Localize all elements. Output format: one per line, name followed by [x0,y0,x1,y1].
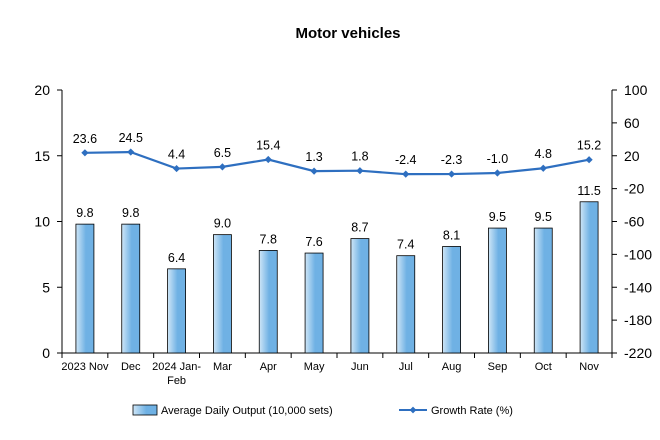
line-point [264,155,272,164]
bar-value-label: 8.1 [443,228,460,242]
right-tick-label: -100 [624,246,652,262]
line-value-label: 1.8 [351,150,368,164]
line-value-label: 4.8 [535,147,552,161]
chart-title: Motor vehicles [295,25,400,42]
bar [304,252,324,354]
category-label: Jun [351,361,369,373]
line-value-label: 6.5 [214,146,231,160]
category-label: Jul [399,361,413,373]
legend-bar-swatch [132,404,158,416]
line-value-label: -2.3 [441,153,463,167]
bar-value-label: 7.8 [260,232,277,246]
right-tick-label: -220 [624,345,652,361]
line-point [402,170,410,178]
right-tick-label: -140 [624,279,652,295]
line-point [539,164,547,172]
category-label: Dec [121,361,141,373]
category-label: 2024 Jan-Feb [152,361,201,387]
line-point [447,170,456,178]
bar-value-label: 7.4 [397,238,414,252]
line-point [585,156,593,164]
bar [167,268,186,354]
line-point [172,164,181,173]
right-tick-label: 20 [624,148,640,164]
line-value-label: 1.3 [305,150,322,164]
bar-value-label: 9.5 [535,210,552,224]
legend: Average Daily Output (10,000 sets) Growth… [132,404,513,417]
left-tick-label: 15 [34,148,50,164]
bar-value-label: 9.0 [214,217,231,231]
line-value-label: 24.5 [119,131,143,145]
legend-bar-label: Average Daily Output (10,000 sets) [161,405,333,417]
bar-value-label: 9.5 [489,210,506,224]
category-label: Sep [488,361,508,373]
line-point [310,167,318,175]
category-label: Aug [442,361,462,373]
bar-value-label: 7.6 [305,235,322,249]
left-tick-label: 5 [42,279,50,295]
bar-series: 9.8 9.8 6.4 9.0 7.8 7.6 8.7 7.4 8.1 9.5 9.5 11.5 [75,184,601,354]
bar [121,223,141,354]
line-value-label: -1.0 [487,152,509,166]
bar [75,223,95,354]
bar-value-label: 6.4 [168,251,185,265]
category-label: 2023 Nov [61,361,109,373]
category-label: Mar [213,361,232,373]
right-axis: -220 -180 -140 -100 -60 -20 20 60 100 [611,82,652,361]
line-value-label: 15.2 [577,139,601,153]
bar [442,246,461,354]
bar [258,250,278,354]
line-value-label: 4.4 [168,148,185,162]
line-value-label: 23.6 [73,132,97,146]
left-tick-label: 10 [34,214,50,230]
left-tick-label: 0 [42,345,50,361]
legend-line-label: Growth Rate (%) [431,405,513,417]
legend-line-marker [409,406,417,414]
bar [396,255,416,354]
category-label: Nov [579,361,599,373]
right-tick-label: 100 [624,82,648,98]
category-label: Oct [535,361,552,373]
right-tick-label: -20 [624,181,644,197]
line-point [218,163,227,171]
bar-value-label: 9.8 [76,206,93,220]
bar [533,227,553,354]
category-label: May [304,361,325,373]
bar-value-label: 9.8 [122,206,139,220]
bar [579,201,599,354]
bar [488,227,507,354]
line-series: 23.6 24.5 4.4 6.5 15.4 1.3 1.8 -2.4 -2.3 -1.0 4.8 1… [73,131,601,178]
line-point [127,148,135,156]
line-point [493,169,502,177]
line-point [81,149,89,157]
growth-rate-line [84,150,590,176]
bar [213,234,232,354]
right-tick-label: -180 [624,312,652,328]
right-tick-label: 60 [624,115,640,131]
category-labels: 2023 Nov Dec 2024 Jan-Feb Mar Apr May Jun Jul Au… [61,361,599,387]
right-tick-label: -60 [624,214,644,230]
left-tick-label: 20 [34,82,50,98]
bar [350,238,370,354]
bar-value-label: 11.5 [577,184,600,198]
bar-value-label: 8.7 [351,221,368,235]
left-axis: 0 5 10 15 20 [34,82,613,361]
category-label: Apr [260,361,277,373]
line-point [356,167,364,175]
line-value-label: 15.4 [256,139,280,153]
line-value-label: -2.4 [395,153,417,167]
